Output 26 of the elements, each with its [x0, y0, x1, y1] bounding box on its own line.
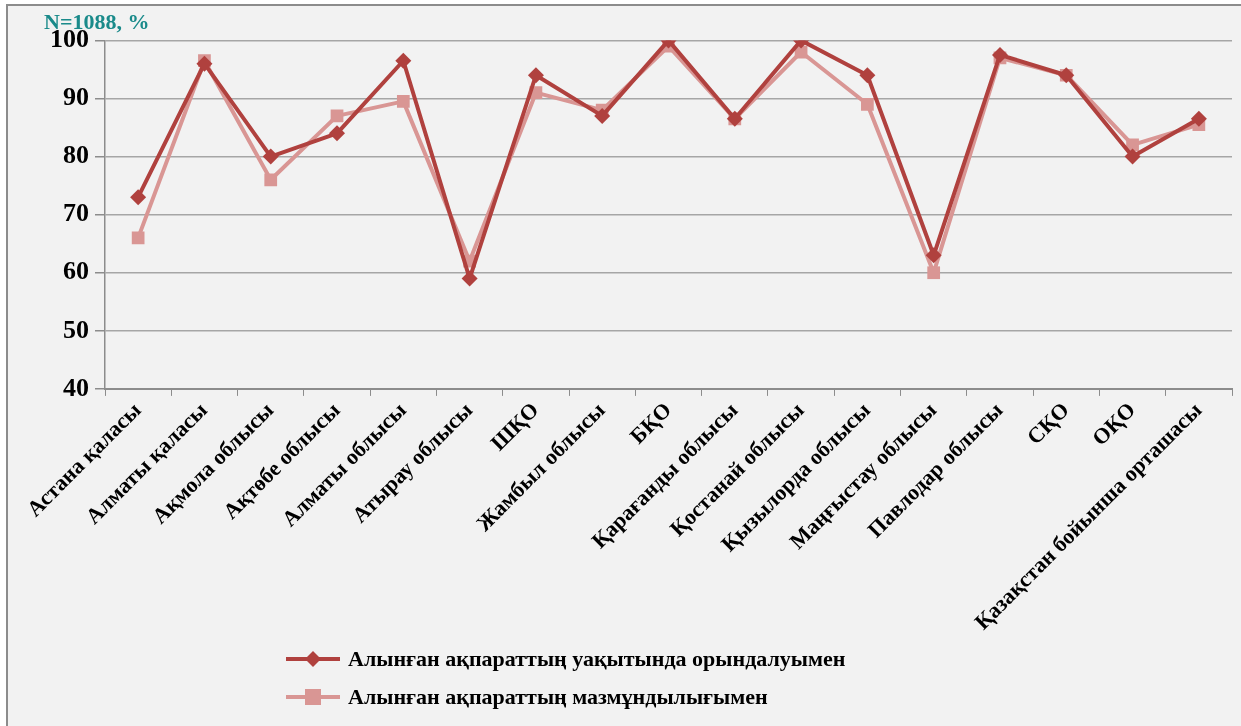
legend-label: Алынған ақпараттың уақытында орындалуымен	[348, 645, 846, 671]
y-tick-label: 90	[63, 82, 89, 112]
point	[329, 125, 346, 142]
point	[395, 52, 412, 69]
point	[461, 270, 478, 287]
point	[859, 67, 876, 84]
point	[927, 266, 941, 280]
y-tick-label: 50	[63, 314, 89, 344]
point	[1190, 110, 1207, 127]
legend-label: Алынған ақпараттың мазмұндылығымен	[348, 683, 768, 709]
point	[396, 95, 410, 108]
point	[262, 148, 279, 165]
point	[527, 67, 544, 84]
point	[130, 189, 147, 206]
y-tick-label: 70	[63, 198, 89, 228]
point	[594, 107, 611, 124]
y-tick-label: 60	[63, 256, 89, 286]
point	[861, 97, 874, 111]
point	[196, 55, 213, 72]
y-tick-label: 80	[63, 140, 89, 170]
point	[925, 247, 942, 264]
point	[1124, 148, 1141, 165]
point	[264, 173, 278, 187]
point	[991, 46, 1008, 63]
y-tick-label: 40	[63, 372, 89, 402]
point	[131, 231, 145, 245]
